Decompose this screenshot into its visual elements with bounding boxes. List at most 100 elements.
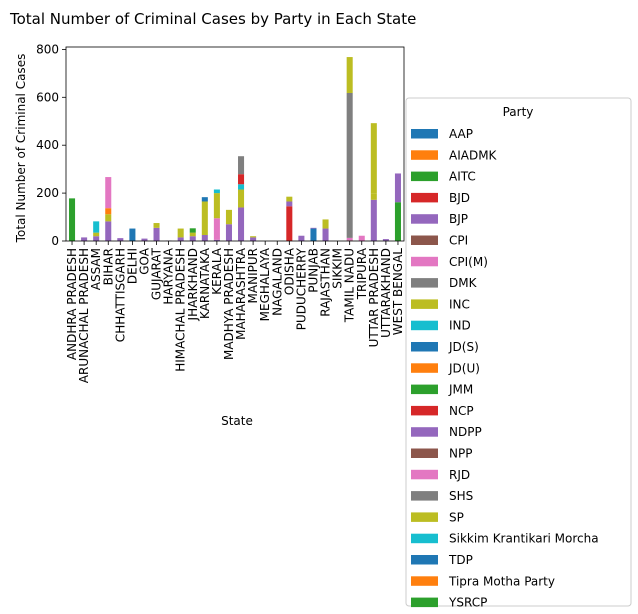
x-tick-label: GUJARAT [150,247,164,300]
bar-segment [213,193,220,219]
y-axis-label: Total Number of Criminal Cases [14,54,28,244]
x-tick-label: ANDHRA PRADESH [65,248,79,360]
x-tick-label: BIHAR [101,248,115,285]
bar-segment [286,206,293,241]
x-tick-label: PUDUCHERRY [294,247,308,330]
bar-segment [93,221,100,233]
legend-swatch [411,278,438,288]
legend-entry: RJD [449,468,470,482]
bars-layer [69,57,401,241]
x-tick-label: JHARKHAND [186,248,200,321]
bar-segment [201,201,208,236]
legend-entry: AAP [449,127,473,141]
legend-entry: SP [449,510,464,524]
legend-swatch [411,150,438,160]
chart-title: Total Number of Criminal Cases by Party … [9,10,416,28]
bar-segment [370,123,377,194]
legend-swatch [411,533,438,544]
legend-swatch [411,597,438,608]
x-tick-label: KARNATAKA [198,247,212,319]
bar-segment [250,236,257,238]
x-tick-label: MADHYA PRADESH [222,248,236,360]
legend-entry: TDP [448,553,473,567]
legend-entry: DMK [449,276,478,290]
bar-segment [105,221,112,241]
legend-frame [405,97,632,607]
bar-segment [346,92,353,238]
bar-segment [225,209,232,225]
x-tick-label: UTTAR PRADESH [367,248,381,347]
x-tick-label: TAMIL NADU [343,248,357,323]
x-tick-label: ASSAM [89,248,103,290]
legend-swatch [411,171,438,182]
legend-entry: YSRCP [448,596,487,610]
legend-entry: NDPP [449,425,482,439]
legend-entry: IND [449,319,471,333]
bar-segment [250,237,257,241]
legend-entry: NCP [449,404,474,418]
legend-title: Party [503,105,534,119]
bar-segment [105,208,112,215]
legend-swatch [411,448,438,458]
bar-segment [310,228,317,241]
bar-segment [177,237,184,241]
bar-segment [189,228,196,233]
bar-segment [213,189,220,194]
x-tick-label: RAJASTHAN [319,248,333,317]
legend-swatch [411,405,438,416]
legend-swatch [411,469,438,480]
plot-frame [65,46,405,242]
x-tick-label: PUNJAB [306,248,320,293]
bar-segment [322,219,329,229]
x-tick-label: HIMACHAL PRADESH [174,248,188,372]
legend-entry: CPI(M) [449,255,488,269]
legend-swatch [411,576,438,586]
bar-segment [105,214,112,222]
bar-segment [225,224,232,241]
bar-segment [153,223,160,228]
x-tick-label: NAGALAND [270,248,284,316]
legend: Party AAP AIADMK AITC BJD BJP CPI CPI(M) DMK INC… [405,97,632,610]
y-tick-label: 200 [36,186,59,200]
x-tick-label: WEST BENGAL [391,248,405,336]
bar-segment [189,236,196,241]
bar-segment [141,238,148,241]
x-tick-label: MANIPUR [246,248,260,303]
bar-segment [298,235,305,241]
x-tick-label: KERALA [210,247,224,294]
x-tick-label: MAHARASHTRA [234,247,248,340]
bar-segment [358,235,365,241]
bar-segment [322,228,329,241]
bar-segment [286,196,293,202]
legend-entry: SHS [449,489,473,503]
bar-segment [69,198,76,241]
bar-segment [213,239,220,241]
legend-entry: Tipra Motha Party [448,574,555,588]
bar-segment [310,227,317,229]
legend-swatch [411,129,438,139]
bar-segment [117,238,124,241]
legend-swatch [411,320,438,331]
x-tick-label: DELHI [125,248,139,284]
legend-swatch [411,342,438,352]
bar-segment [238,156,245,175]
bar-segment [346,237,353,241]
x-tick-label: GOA [137,247,151,275]
legend-swatch [411,299,438,309]
legend-swatch [411,214,438,224]
legend-swatch [411,192,438,203]
x-tick-label: MEGHALAYA [258,247,272,321]
legend-swatch [411,235,438,245]
bar-segment [238,189,245,208]
bar-segment [394,173,401,203]
bar-segment [153,227,160,241]
legend-swatch [411,427,438,437]
bar-segment [189,232,196,237]
bar-segment [238,174,245,185]
bar-segment [238,207,245,241]
x-tick-label: CHHATTISGARH [113,248,127,342]
legend-items: AAP AIADMK AITC BJD BJP CPI CPI(M) DMK INC IND JD(… [411,127,599,610]
legend-swatch [411,363,438,373]
legend-entry: Sikkim Krantikari Morcha [449,532,599,546]
